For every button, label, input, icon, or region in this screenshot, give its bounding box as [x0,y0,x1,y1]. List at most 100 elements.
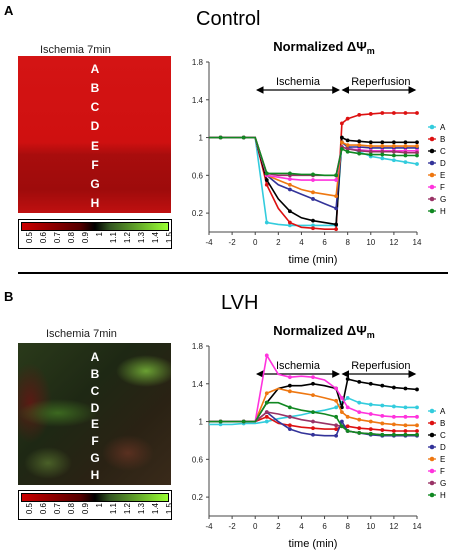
data-point-e [368,144,373,148]
data-point-e [311,190,315,195]
data-point-h [264,400,269,405]
data-point-e [357,417,362,422]
data-point-b [391,429,396,433]
colorbar-tick: 0.8 [67,232,76,244]
data-point-b [368,112,373,116]
x-tick-label: 4 [299,238,304,247]
colorbar-tick: 1.3 [137,503,146,515]
data-point-e [368,419,373,424]
legend-swatch-b [429,136,435,142]
chart-title: Normalized ΔΨm [273,323,375,340]
region-label-f: F [91,434,99,449]
data-point-h [357,151,362,156]
data-point-c [334,222,339,227]
data-point-c [368,381,373,386]
data-point-e [339,410,344,415]
data-point-f [403,414,408,419]
data-point-f [357,410,362,415]
x-tick-label: 10 [366,522,375,531]
x-tick-label: 6 [322,238,327,247]
legend-swatch-a [429,124,435,130]
data-point-c [415,387,419,392]
reperfusion-annotation: Reperfusion [351,76,410,88]
data-point-g [287,414,292,419]
x-tick-label: 14 [413,522,422,531]
region-label-c: C [90,100,100,115]
region-label-b: B [90,366,100,381]
region-label-d: D [90,400,100,415]
colorbar-tick: 1.4 [151,503,160,515]
colorbar-tick: 1.1 [109,232,118,244]
data-point-b [380,111,385,115]
data-point-c [368,140,373,145]
data-point-b [415,429,419,433]
legend-swatch-d [429,444,435,450]
data-point-h [380,152,385,157]
legend-swatch-g [429,480,435,486]
data-point-h [345,149,350,154]
data-point-e [334,194,339,199]
data-point-e [339,140,344,145]
data-point-a [264,419,269,424]
data-point-c [357,139,362,144]
data-point-h [403,432,408,437]
colorbar-tick: 1.1 [109,503,118,515]
data-point-b [339,121,344,126]
data-point-g [403,150,408,155]
data-point-a [380,403,385,408]
data-point-h [264,171,269,176]
legend-label-e: E [440,455,445,464]
data-point-b [357,112,362,117]
data-point-f [264,353,269,358]
data-point-e [287,389,292,394]
colorbar-tick: 0.8 [67,503,76,515]
data-point-g [357,148,362,153]
chart-title: Normalized ΔΨm [273,39,375,56]
data-point-a [345,396,350,400]
data-point-h [415,432,419,437]
reperfusion-annotation: Reperfusion [351,360,410,372]
chart-lvh: Normalized ΔΨm 0.2 0.6 1 1.4 1.8 -4 -2 0 2 4 6 8 10 12… [192,323,446,550]
region-label-c: C [90,383,100,398]
data-point-c [403,386,408,391]
data-point-c [345,138,350,143]
data-point-g [264,410,269,415]
region-label-e: E [90,138,100,153]
data-point-h [391,432,396,437]
data-point-h [241,135,246,140]
data-point-b [357,426,362,431]
colorbar-tick: 0.6 [39,232,48,244]
y-tick-label: 1 [199,418,204,427]
region-label-d: D [90,119,100,134]
data-point-h [218,135,223,140]
data-point-d [287,427,292,432]
legend-label-g: G [440,195,446,204]
colorbar-tick: 0.5 [25,503,34,515]
data-point-b [345,116,350,121]
data-point-c [380,383,385,388]
legend-swatch-e [429,456,435,462]
data-point-h [334,173,339,178]
data-point-e [391,422,396,427]
data-point-a [415,405,419,410]
legend-swatch-h [429,492,435,498]
x-tick-label: -4 [205,238,213,247]
data-point-e [334,398,339,403]
data-point-b [403,111,408,115]
data-point-b [334,427,339,432]
data-point-a [380,156,385,161]
legend-label-c: C [440,431,446,440]
data-point-a [391,158,396,163]
region-label-a: A [90,62,100,76]
data-point-h [339,424,344,429]
data-point-e [403,423,408,428]
legend-label-a: A [440,123,446,132]
x-axis-label: time (min) [289,254,338,266]
x-tick-label: -2 [229,238,237,247]
data-point-g [311,419,315,424]
data-point-a [264,220,269,225]
series-line-g [209,136,417,177]
data-point-c [357,379,362,384]
legend-label-h: H [440,491,446,500]
